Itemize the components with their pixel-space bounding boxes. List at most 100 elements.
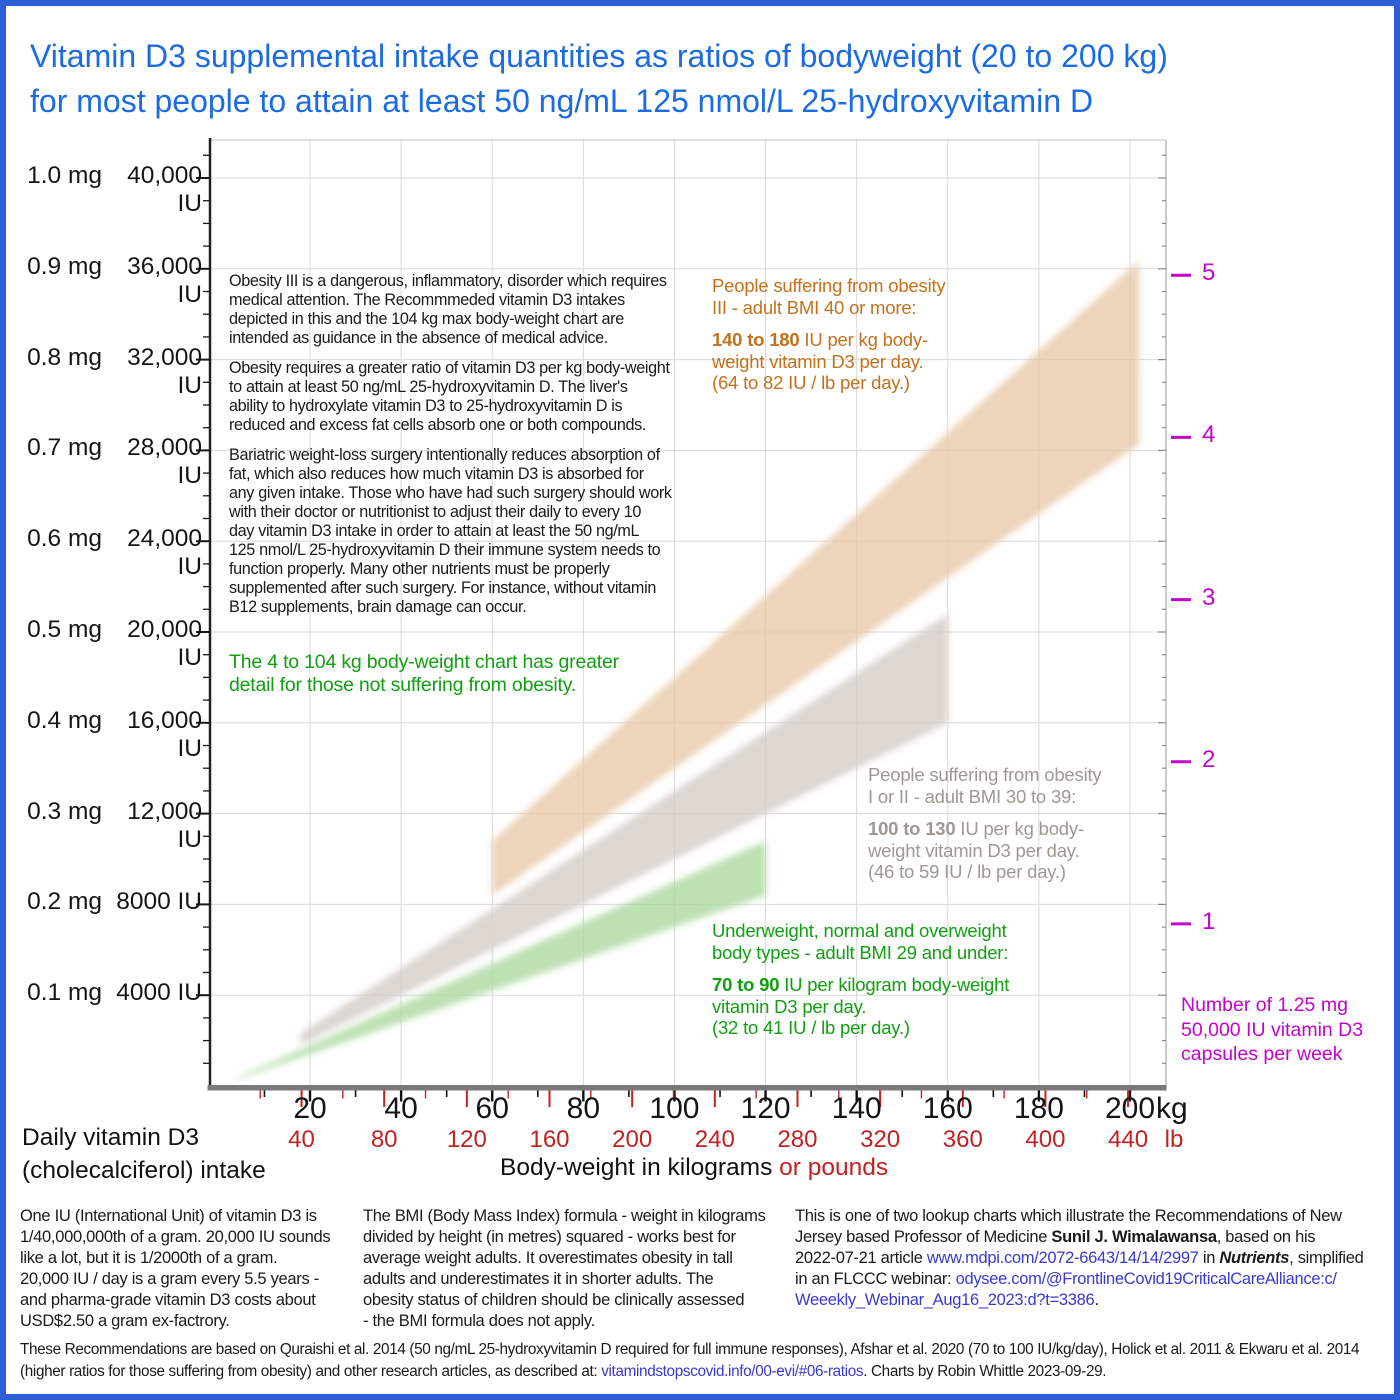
y-axis-iu-label: 36,000 IU bbox=[127, 252, 202, 308]
other-chart-note: The 4 to 104 kg body-weight chart has gr… bbox=[229, 651, 619, 697]
mdpi-article-link[interactable]: www.mdpi.com/2072-6643/14/14/2997 bbox=[926, 1249, 1199, 1267]
text-line: (46 to 59 IU / lb per day.) bbox=[868, 861, 1066, 882]
text-line: fat, which also reduces how much vitamin… bbox=[229, 465, 644, 483]
x-axis-lb-label: 320 bbox=[860, 1126, 901, 1153]
y-axis-title: Daily vitamin D3 (cholecalciferol) intak… bbox=[22, 1121, 266, 1187]
text-line: to attain at least 50 ng/mL 25-hydroxyvi… bbox=[229, 378, 628, 396]
y-axis-iu-label: 20,000 IU bbox=[127, 616, 202, 671]
y-axis-title-line1: Daily vitamin D3 bbox=[22, 1124, 199, 1151]
text-line: reduced and excess fat cells absorb one … bbox=[229, 416, 647, 434]
credit-line1: This is one of two lookup charts which i… bbox=[795, 1207, 1342, 1225]
y-axis-row: 0.3 mg 12,000 IU bbox=[2, 798, 202, 854]
text-line: The BMI (Body Mass Index) formula - weig… bbox=[363, 1207, 766, 1225]
text-line: USD$2.50 a gram ex-factrory. bbox=[20, 1312, 230, 1330]
credit-line3: 2022-07-21 article www.mdpi.com/2072-664… bbox=[795, 1248, 1364, 1269]
x-axis-kg-label: 120 bbox=[740, 1092, 791, 1125]
x-axis-lb-label: 120 bbox=[446, 1126, 487, 1153]
capsules-tick-label: 1 bbox=[1202, 907, 1216, 935]
y-axis-iu-label: 4000 IU bbox=[116, 979, 202, 1007]
credit-line4-text: in an FLCCC webinar: bbox=[795, 1270, 956, 1288]
footer-iu-explainer: One IU (International Unit) of vitamin D… bbox=[20, 1206, 331, 1332]
text-line: I or II - adult BMI 30 to 39: bbox=[868, 785, 1077, 807]
y-axis-row: 0.1 mg 4000 IU bbox=[2, 979, 202, 1007]
obesity-1-2-intro: People suffering from obesity I or II - a… bbox=[868, 764, 1102, 807]
y-axis-mg-label: 0.1 mg bbox=[27, 979, 102, 1007]
x-axis-kg-label: 20 bbox=[293, 1092, 327, 1125]
y-axis-mg-label: 0.3 mg bbox=[27, 797, 102, 825]
text-line: adults and underestimates it in shorter … bbox=[363, 1270, 714, 1288]
y-axis-mg-label: 0.9 mg bbox=[27, 252, 102, 280]
band-bmi-29-under bbox=[237, 840, 766, 1080]
x-axis-lb-unit: lb bbox=[1164, 1126, 1184, 1153]
normal-weight-intro: Underweight, normal and overweight body t… bbox=[712, 920, 1009, 963]
text-line: III - adult BMI 40 or more: bbox=[712, 296, 917, 318]
x-axis-lb-label: 240 bbox=[694, 1126, 735, 1153]
odysee-webinar-link-continued[interactable]: Weeekly_Webinar_Aug16_2023:d?t=3386 bbox=[795, 1291, 1095, 1309]
y-axis-iu-label: 12,000 IU bbox=[127, 797, 202, 853]
capsules-tick-label: 2 bbox=[1202, 745, 1216, 773]
x-axis-title: Body-weight in kilograms or pounds bbox=[500, 1154, 888, 1182]
text-line: B12 supplements, brain damage can occur. bbox=[229, 598, 527, 616]
vitamindstopscovid-link[interactable]: vitamindstopscovid.info/00-evi/#06-ratio… bbox=[601, 1363, 864, 1380]
credit-line2-text: Jersey based Professor of Medicine bbox=[795, 1228, 1052, 1246]
obesity-3-detail: weight vitamin D3 per day. (64 to 82 IU /… bbox=[712, 351, 945, 394]
x-axis-kg-label: 60 bbox=[475, 1092, 509, 1125]
y-axis-row: 1.0 mg 40,000 IU bbox=[2, 162, 202, 218]
text-line: any given intake. Those who have had suc… bbox=[229, 484, 672, 502]
y-axis-iu-label: 16,000 IU bbox=[127, 706, 202, 762]
x-axis-line bbox=[207, 1085, 1167, 1091]
chart-title: Vitamin D3 supplemental intake quantitie… bbox=[30, 34, 1168, 124]
capsules-tick-label: 5 bbox=[1202, 259, 1216, 287]
text-line: The 4 to 104 kg body-weight chart has gr… bbox=[229, 651, 619, 673]
y-axis-iu-label: 40,000 IU bbox=[127, 162, 202, 217]
capsules-tick-label: 4 bbox=[1202, 421, 1216, 449]
text-line: 20,000 IU / day is a gram every 5.5 year… bbox=[20, 1270, 319, 1288]
y-axis-mg-label: 0.2 mg bbox=[27, 888, 102, 916]
text-line: People suffering from obesity bbox=[868, 764, 1102, 785]
obesity-ratio-note-paragraph: Obesity requires a greater ratio of vita… bbox=[229, 359, 672, 435]
footer-bmi-explainer: The BMI (Body Mass Index) formula - weig… bbox=[363, 1206, 766, 1332]
text-line: intended as guidance in the absence of m… bbox=[229, 329, 608, 347]
x-axis-title-lb: or pounds bbox=[779, 1154, 889, 1181]
credit-line4: in an FLCCC webinar: odysee.com/@Frontli… bbox=[795, 1269, 1363, 1290]
obesity-notes: Obesity III is a dangerous, inflammatory… bbox=[229, 272, 672, 628]
obesity-3-recommendation: People suffering from obesity III - adult… bbox=[712, 275, 946, 394]
text-line: weight vitamin D3 per day. bbox=[868, 839, 1080, 861]
x-axis-kg-label: 200 bbox=[1104, 1092, 1156, 1125]
y-axis-mg-label: 1.0 mg bbox=[27, 162, 102, 189]
x-axis-kg-label: 160 bbox=[922, 1092, 973, 1125]
obesity-1-2-range-line: 100 to 130 IU per kg body- bbox=[868, 818, 1101, 840]
y-axis-row: 0.2 mg 8000 IU bbox=[2, 888, 202, 916]
text-line: People suffering from obesity bbox=[712, 275, 946, 296]
y-axis-mg-label: 0.7 mg bbox=[27, 434, 102, 462]
text-line: 50,000 IU vitamin D3 bbox=[1181, 1018, 1364, 1041]
obesity-1-2-range: 100 to 130 bbox=[868, 818, 956, 839]
text-line: (64 to 82 IU / lb per day.) bbox=[712, 372, 910, 393]
x-axis-kg-label: 140 bbox=[831, 1092, 882, 1125]
x-axis-lb-label: 200 bbox=[612, 1126, 653, 1153]
chart-title-line2: for most people to attain at least 50 ng… bbox=[30, 83, 1094, 119]
odysee-webinar-link[interactable]: odysee.com/@FrontlineCovid19CriticalCare… bbox=[955, 1270, 1337, 1288]
x-axis-title-kg: Body-weight in kilograms bbox=[500, 1154, 780, 1181]
credit-line5-period: . bbox=[1094, 1291, 1099, 1309]
spacer bbox=[712, 318, 945, 329]
text-line: obesity status of children should be cli… bbox=[363, 1291, 745, 1309]
professor-name: Sunil J. Wimalawansa bbox=[1051, 1228, 1217, 1246]
normal-weight-range: 70 to 90 bbox=[712, 974, 780, 995]
references-line2-text: (higher ratios for those suffering from … bbox=[20, 1363, 602, 1380]
y-axis-row: 0.7 mg 28,000 IU bbox=[2, 434, 202, 490]
text-line: body types - adult BMI 29 and under: bbox=[712, 941, 1009, 963]
capsules-axis-caption: Number of 1.25 mg 50,000 IU vitamin D3 cap… bbox=[1181, 993, 1363, 1067]
credit-line2-tail: , based on his bbox=[1216, 1228, 1316, 1246]
y-axis-row: 0.9 mg 36,000 IU bbox=[2, 253, 202, 309]
normal-weight-detail: vitamin D3 per day. (32 to 41 IU / lb per… bbox=[712, 996, 1009, 1039]
footer-credit: This is one of two lookup charts which i… bbox=[795, 1206, 1364, 1311]
obesity-3-intro: People suffering from obesity III - adult… bbox=[712, 275, 946, 318]
text-line: Bariatric weight-loss surgery intentiona… bbox=[229, 446, 660, 464]
text-line: like a lot, but it is 1/2000th of a gram… bbox=[20, 1249, 278, 1267]
y-axis-row: 0.8 mg 32,000 IU bbox=[2, 344, 202, 400]
y-axis-iu-label: 24,000 IU bbox=[127, 525, 202, 581]
normal-weight-range-rest: IU per kilogram body-weight bbox=[779, 974, 1010, 995]
credit-line5: Weeekly_Webinar_Aug16_2023:d?t=3386. bbox=[795, 1290, 1363, 1311]
text-line: 1/40,000,000th of a gram. 20,000 IU soun… bbox=[20, 1228, 331, 1246]
